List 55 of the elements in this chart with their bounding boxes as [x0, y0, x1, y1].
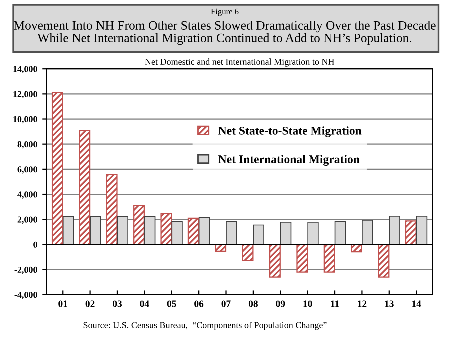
- bar: [416, 216, 428, 246]
- x-tick-label: 10: [304, 300, 312, 308]
- y-tick-label: 6,000: [18, 166, 38, 174]
- x-tick-label: 02: [86, 300, 95, 308]
- bar: [144, 216, 156, 246]
- x-tick-label: 11: [331, 300, 340, 308]
- bar: [79, 130, 91, 246]
- source-note: Source: U.S. Census Bureau, “Components of Population Change”: [84, 322, 327, 330]
- y-tick-label: 2,000: [18, 216, 38, 224]
- x-tick-label: 09: [276, 300, 286, 308]
- bar: [62, 216, 74, 246]
- bar: [90, 216, 102, 246]
- bar: [52, 92, 64, 246]
- bar: [405, 220, 417, 246]
- bar: [280, 222, 292, 246]
- x-tick-label: 12: [358, 300, 367, 308]
- x-tick-label: 08: [248, 300, 258, 308]
- x-tick-label: 13: [385, 300, 394, 308]
- bar: [172, 221, 183, 246]
- bar: [134, 205, 145, 246]
- legend-label: Net International Migration: [218, 155, 360, 166]
- y-tick-label: 8,000: [18, 141, 38, 149]
- x-tick-label: 06: [194, 300, 204, 308]
- bar: [389, 216, 400, 246]
- bar: [334, 221, 346, 246]
- bar: [308, 222, 319, 246]
- x-tick-label: 03: [113, 300, 122, 308]
- x-tick-label: 01: [58, 300, 68, 308]
- chart-subtitle: Net Domestic and net International Migration to NH: [145, 58, 334, 67]
- legend-label: Net State-to-State Migration: [218, 126, 362, 138]
- y-tick-label: -2,000: [14, 266, 38, 274]
- bar: [160, 213, 172, 246]
- bar: [296, 244, 308, 273]
- y-tick-label: 10,000: [14, 116, 38, 124]
- bar: [362, 220, 374, 246]
- bar: [226, 221, 238, 246]
- x-tick-label: 14: [412, 300, 422, 308]
- y-tick-label: 4,000: [18, 192, 38, 200]
- y-tick-label: 0: [34, 242, 38, 248]
- y-tick-label: 12,000: [14, 91, 38, 99]
- x-tick-label: 07: [222, 300, 231, 308]
- x-tick-label: 04: [140, 300, 150, 308]
- x-tick-label: 05: [167, 300, 176, 308]
- bar: [188, 218, 200, 246]
- bar: [269, 244, 281, 278]
- bar: [106, 174, 118, 246]
- y-tick-label: -4,000: [14, 292, 38, 300]
- caption: Figure 6: [211, 8, 239, 16]
- bar: [198, 217, 210, 246]
- bar: [253, 224, 264, 246]
- chart-title: Movement Into NH From Other States Slowed Dramatically Over the Past Decade While Net International Migration Continued to Add to NH’s Population.: [14, 20, 436, 46]
- bar: [324, 244, 336, 273]
- bar: [378, 244, 390, 278]
- y-tick-label: 14,000: [14, 66, 38, 74]
- bar: [117, 216, 129, 246]
